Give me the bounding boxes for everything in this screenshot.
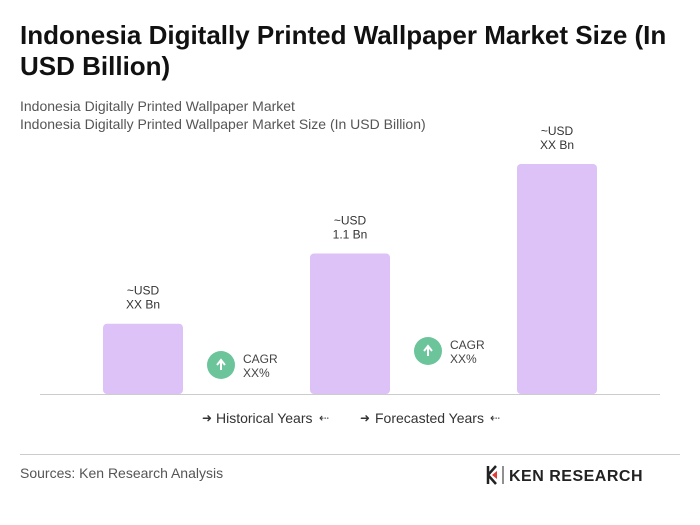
cagr-arrow [216, 358, 226, 370]
value-label: 1.1 Bn [333, 227, 368, 241]
value-label: XX Bn [126, 298, 160, 312]
arrow: ➜ [360, 411, 370, 425]
subtitle: Indonesia Digitally Printed Wallpaper Ma… [20, 98, 295, 114]
cagr-label: CAGR [243, 352, 278, 366]
value-label: ~USD [127, 284, 160, 298]
logo: KEN RESEARCH [486, 465, 643, 485]
value-label: ~USD [334, 213, 367, 227]
source: Sources: Ken Research Analysis [20, 465, 223, 481]
bar [310, 253, 390, 394]
value-label: ~USD [541, 124, 574, 138]
period-label: Historical Years [216, 410, 313, 426]
cagr-label: CAGR [450, 338, 485, 352]
cagr-label: XX% [450, 352, 477, 366]
chart-title: USD Billion) [20, 51, 170, 81]
arrow: ⇠ [319, 411, 329, 425]
value-label: XX Bn [540, 138, 574, 152]
arrow: ➜ [202, 411, 212, 425]
cagr-label: XX% [243, 366, 270, 380]
brand: KEN RESEARCH [509, 468, 643, 485]
subtitle: Indonesia Digitally Printed Wallpaper Ma… [20, 116, 426, 132]
chart-title: Indonesia Digitally Printed Wallpaper Ma… [20, 20, 666, 50]
bar [517, 164, 597, 394]
bar [103, 323, 183, 394]
period-label: Forecasted Years [375, 410, 484, 426]
cagr-arrow [423, 344, 433, 356]
arrow: ⇠ [490, 411, 500, 425]
